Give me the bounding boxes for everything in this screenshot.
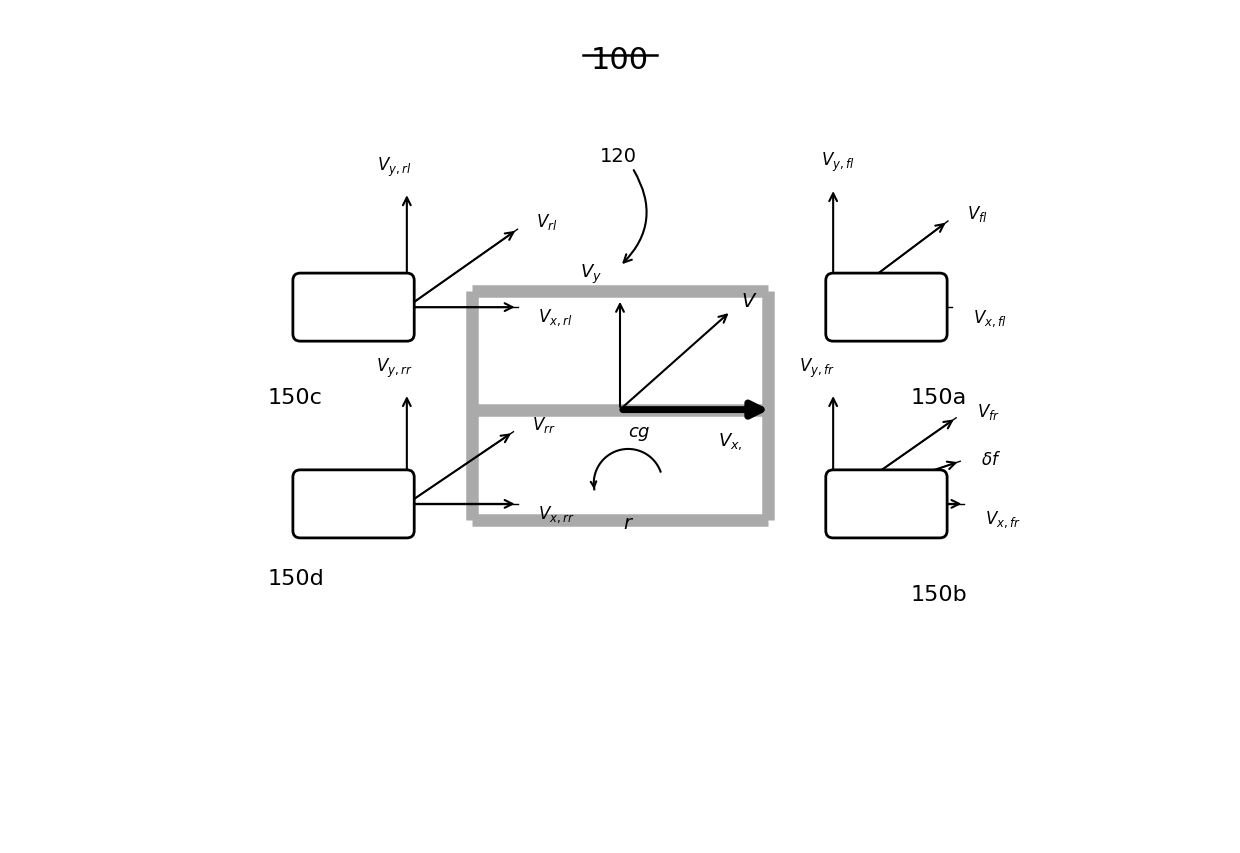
Text: $V_{fl}$: $V_{fl}$ [967, 204, 987, 223]
Text: $V_{x,fl}$: $V_{x,fl}$ [972, 308, 1006, 328]
Text: $V_{rl}$: $V_{rl}$ [537, 212, 558, 232]
Text: 150a: 150a [911, 388, 967, 408]
FancyBboxPatch shape [826, 274, 947, 342]
FancyBboxPatch shape [826, 470, 947, 538]
Text: 150d: 150d [268, 568, 324, 588]
Text: $V_{y,rl}$: $V_{y,rl}$ [377, 155, 412, 178]
Text: $\delta f$: $\delta f$ [981, 450, 1001, 468]
Text: $V_{rr}$: $V_{rr}$ [532, 414, 556, 434]
Text: $V_{y,fr}$: $V_{y,fr}$ [799, 357, 835, 380]
Text: $V_y$: $V_y$ [580, 263, 601, 286]
Text: $r$: $r$ [622, 514, 634, 533]
Text: $V_{x,fr}$: $V_{x,fr}$ [985, 508, 1021, 530]
Text: $V_{x,rl}$: $V_{x,rl}$ [538, 307, 572, 328]
Text: $V_{x,rr}$: $V_{x,rr}$ [538, 504, 574, 525]
Text: $V_{y,fl}$: $V_{y,fl}$ [821, 151, 854, 174]
Text: $V_{x,}$: $V_{x,}$ [718, 431, 743, 451]
Text: 150c: 150c [268, 388, 322, 408]
Text: $V_{fr}$: $V_{fr}$ [977, 402, 999, 421]
Text: 100: 100 [591, 46, 649, 75]
FancyBboxPatch shape [293, 470, 414, 538]
Text: $cg$: $cg$ [629, 425, 651, 443]
Text: $V_{y,rr}$: $V_{y,rr}$ [377, 357, 413, 380]
Text: $V$: $V$ [742, 292, 758, 310]
Text: 120: 120 [599, 147, 636, 165]
Text: 150b: 150b [911, 584, 967, 605]
FancyBboxPatch shape [293, 274, 414, 342]
